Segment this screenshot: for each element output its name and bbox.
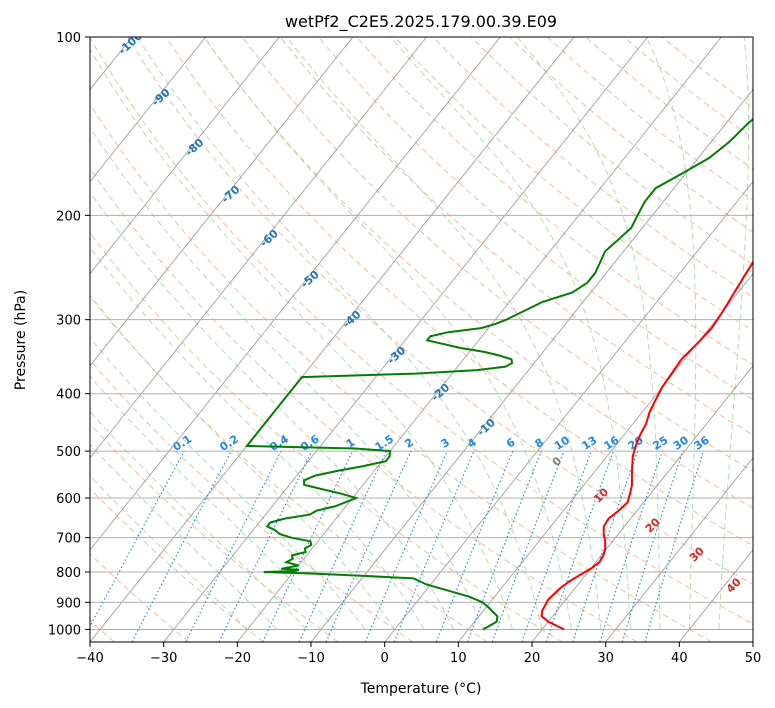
moist-adiabat bbox=[90, 126, 484, 630]
moist-adiabat bbox=[286, 37, 602, 630]
moist-adiabat bbox=[389, 37, 631, 630]
moist-adiabat bbox=[90, 48, 514, 630]
y-tick-label: 200 bbox=[56, 209, 81, 224]
mixing-ratio-line bbox=[364, 450, 448, 642]
isotherm bbox=[605, 457, 753, 642]
dry-adiabat bbox=[203, 37, 753, 509]
x-axis-title: Temperature (°C) bbox=[360, 681, 482, 697]
mixing-ratio-line bbox=[435, 450, 514, 642]
mixing-ratio-line bbox=[90, 450, 185, 628]
x-tick-label: 0 bbox=[381, 651, 389, 666]
isotherm bbox=[236, 37, 722, 642]
y-tick-label: 100 bbox=[56, 31, 81, 46]
mixing-ratio-line bbox=[466, 450, 542, 642]
mixing-ratio-line bbox=[545, 450, 614, 642]
x-tick-label: −20 bbox=[224, 651, 251, 666]
dry-adiabat bbox=[90, 37, 753, 625]
dry-adiabat bbox=[356, 37, 753, 366]
x-tick-label: 30 bbox=[597, 651, 614, 666]
dry-adiabat bbox=[165, 37, 753, 547]
moist-adiabat bbox=[90, 294, 396, 630]
mixing-ratio-line bbox=[521, 450, 592, 642]
y-tick-label: 1000 bbox=[48, 623, 81, 638]
moist-adiabat bbox=[718, 37, 750, 630]
plot-area: 0.1 0.2 0.4 0.6 1 1.5 2 3 4 6 8 10 13 16 20 25 30 36-100-… bbox=[90, 37, 753, 642]
y-axis-title: Pressure (hPa) bbox=[13, 290, 29, 390]
chart-title: wetPf2_C2E5.2025.179.00.39.E09 bbox=[285, 12, 557, 32]
x-tick-label: −40 bbox=[76, 651, 103, 666]
mixing-ratio-line bbox=[572, 450, 639, 642]
plot-frame bbox=[89, 36, 754, 643]
moist-adiabats bbox=[90, 37, 750, 630]
isotherms bbox=[90, 37, 753, 642]
dry-adiabat bbox=[90, 167, 638, 642]
y-tick-label: 500 bbox=[56, 445, 81, 460]
y-tick-label: 300 bbox=[56, 314, 81, 329]
y-tick-label: 800 bbox=[56, 566, 81, 581]
x-tick-label: −30 bbox=[150, 651, 177, 666]
isotherm bbox=[384, 180, 753, 642]
moist-adiabat bbox=[136, 37, 543, 630]
dry-adiabat bbox=[90, 295, 488, 642]
mixing-ratio-line bbox=[644, 450, 705, 642]
dry-adiabat bbox=[90, 231, 563, 642]
x-axis: −40 −30 −20 −10 0 10 20 30 40 50 bbox=[76, 642, 761, 666]
isotherm bbox=[90, 37, 207, 183]
pressure-gridlines bbox=[90, 37, 753, 630]
x-tick-label: 20 bbox=[524, 651, 541, 666]
x-tick-label: 50 bbox=[745, 651, 762, 666]
moist-adiabat bbox=[645, 37, 697, 630]
moist-adiabat bbox=[90, 443, 278, 630]
temperature-line bbox=[540, 260, 753, 631]
dry-adiabat bbox=[90, 553, 190, 642]
y-tick-label: 700 bbox=[56, 532, 81, 547]
isotherm bbox=[90, 37, 354, 367]
mixing-ratio-line bbox=[599, 450, 663, 642]
isotherm bbox=[90, 37, 575, 642]
dry-adiabat bbox=[90, 423, 339, 642]
mixing-ratio-line bbox=[393, 450, 475, 642]
isotherm bbox=[310, 88, 753, 642]
mixing-ratio-line bbox=[491, 450, 565, 642]
moist-adiabat bbox=[90, 337, 366, 630]
y-axis: 100 200 300 400 500 600 700 800 900 1000 bbox=[48, 31, 90, 638]
isotherm bbox=[90, 37, 501, 551]
isotherm bbox=[90, 37, 280, 275]
mixing-ratio-lines bbox=[90, 450, 705, 642]
y-tick-label: 600 bbox=[56, 492, 81, 507]
dry-adiabat bbox=[318, 37, 753, 401]
dry-adiabat bbox=[127, 37, 753, 586]
mixing-ratio-line bbox=[325, 450, 412, 642]
dry-adiabat bbox=[394, 37, 753, 332]
dry-adiabat bbox=[90, 103, 712, 642]
mixing-ratio-line bbox=[185, 450, 282, 642]
moist-adiabat bbox=[90, 475, 248, 630]
mixing-ratio-line bbox=[621, 450, 684, 642]
x-tick-label: 10 bbox=[450, 651, 467, 666]
moist-adiabat bbox=[516, 37, 661, 630]
isotherm bbox=[531, 365, 753, 642]
dewpoint-line bbox=[244, 117, 753, 631]
isotherm bbox=[90, 37, 428, 459]
x-tick-label: −10 bbox=[297, 651, 324, 666]
moist-adiabat bbox=[203, 37, 572, 630]
isotherm bbox=[163, 37, 649, 642]
y-tick-label: 400 bbox=[56, 388, 81, 403]
x-tick-label: 40 bbox=[671, 651, 688, 666]
y-tick-label: 900 bbox=[56, 596, 81, 611]
